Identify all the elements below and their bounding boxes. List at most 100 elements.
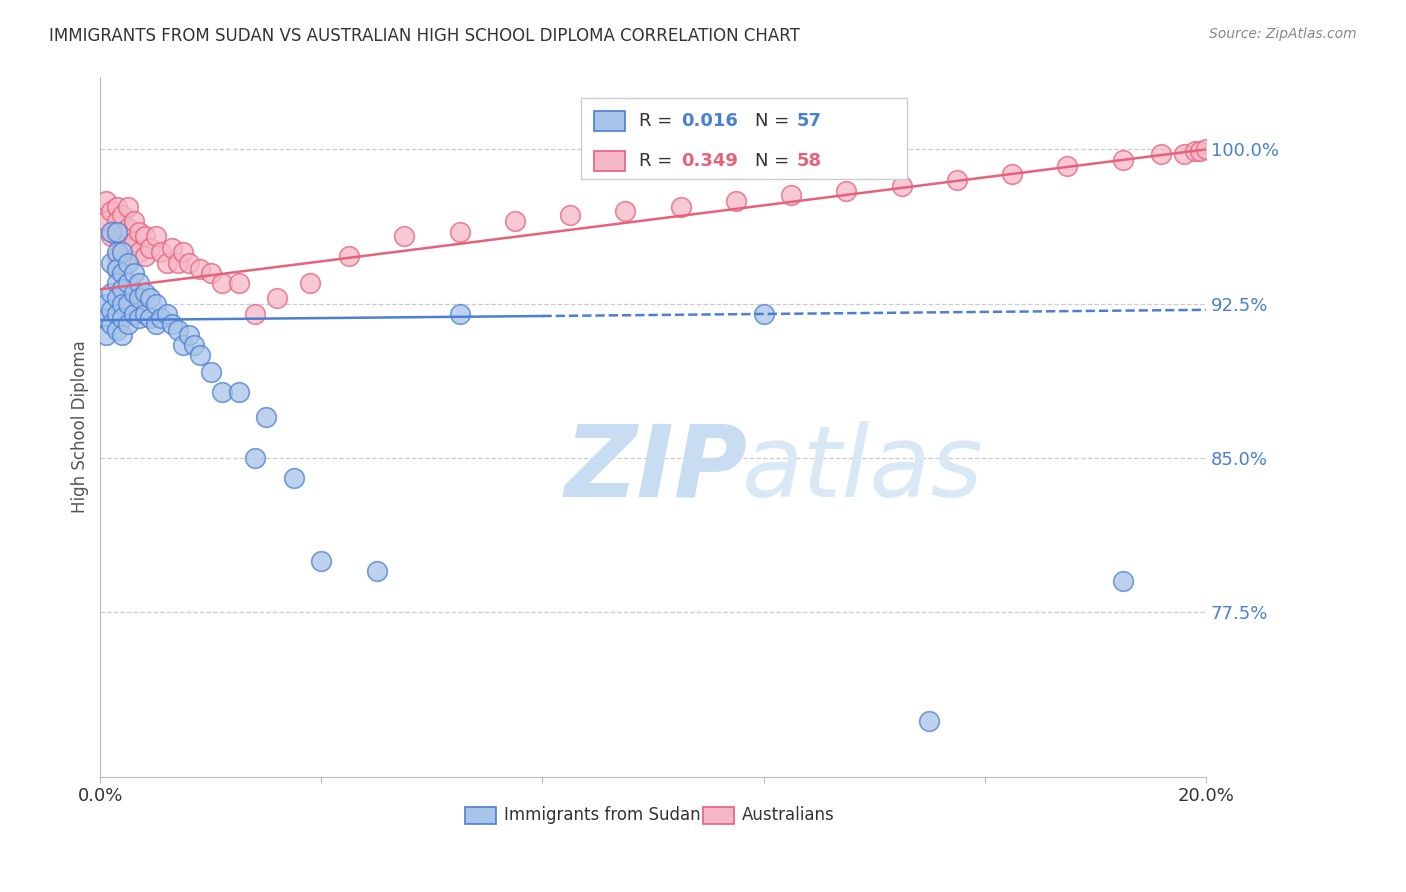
- Point: [1056, 159, 1078, 173]
- Point: [117, 200, 139, 214]
- Point: [100, 286, 122, 301]
- Point: [94, 327, 117, 342]
- Text: ZIP: ZIP: [565, 420, 748, 517]
- Point: [211, 385, 233, 400]
- Point: [394, 228, 416, 243]
- Point: [503, 214, 526, 228]
- Point: [122, 266, 145, 280]
- Point: [145, 296, 167, 310]
- Text: atlas: atlas: [741, 420, 983, 517]
- Point: [117, 220, 139, 235]
- Point: [117, 276, 139, 290]
- Point: [614, 204, 637, 219]
- Point: [752, 307, 775, 321]
- Point: [172, 338, 194, 352]
- Point: [139, 241, 162, 255]
- Point: [134, 286, 156, 301]
- FancyBboxPatch shape: [581, 98, 907, 178]
- Point: [105, 228, 128, 243]
- Point: [117, 241, 139, 255]
- Text: R =: R =: [638, 153, 678, 170]
- Point: [111, 266, 134, 280]
- Point: [299, 276, 322, 290]
- Point: [1112, 574, 1135, 589]
- Point: [100, 225, 122, 239]
- Point: [228, 276, 250, 290]
- Point: [111, 208, 134, 222]
- Point: [94, 214, 117, 228]
- Point: [117, 296, 139, 310]
- Point: [200, 266, 222, 280]
- Point: [105, 245, 128, 260]
- Point: [283, 471, 305, 485]
- Point: [134, 307, 156, 321]
- Point: [1195, 143, 1218, 157]
- Point: [188, 348, 211, 362]
- Point: [105, 323, 128, 337]
- Point: [835, 184, 858, 198]
- Text: R =: R =: [638, 112, 678, 130]
- Text: Source: ZipAtlas.com: Source: ZipAtlas.com: [1209, 27, 1357, 41]
- Point: [105, 214, 128, 228]
- Point: [145, 317, 167, 331]
- Point: [172, 245, 194, 260]
- Point: [183, 338, 205, 352]
- Text: Immigrants from Sudan: Immigrants from Sudan: [503, 806, 700, 824]
- Point: [128, 291, 150, 305]
- Point: [160, 317, 183, 331]
- Point: [150, 245, 173, 260]
- Point: [105, 261, 128, 276]
- Point: [105, 276, 128, 290]
- Point: [105, 261, 128, 276]
- Point: [128, 276, 150, 290]
- Text: 58: 58: [797, 153, 823, 170]
- Point: [366, 564, 388, 578]
- Point: [105, 200, 128, 214]
- Text: IMMIGRANTS FROM SUDAN VS AUSTRALIAN HIGH SCHOOL DIPLOMA CORRELATION CHART: IMMIGRANTS FROM SUDAN VS AUSTRALIAN HIGH…: [49, 27, 800, 45]
- Point: [156, 255, 179, 269]
- Point: [669, 200, 692, 214]
- Point: [449, 225, 471, 239]
- Point: [1173, 146, 1195, 161]
- Text: N =: N =: [755, 153, 794, 170]
- Point: [128, 225, 150, 239]
- Point: [243, 450, 266, 465]
- Point: [100, 317, 122, 331]
- Point: [111, 327, 134, 342]
- Point: [166, 255, 188, 269]
- Point: [111, 311, 134, 326]
- Point: [122, 235, 145, 249]
- Point: [111, 228, 134, 243]
- Point: [94, 194, 117, 208]
- Text: 0.349: 0.349: [681, 153, 738, 170]
- Point: [94, 311, 117, 326]
- Point: [160, 241, 183, 255]
- Point: [724, 194, 747, 208]
- Point: [105, 307, 128, 321]
- Point: [228, 385, 250, 400]
- Text: 57: 57: [797, 112, 821, 130]
- Text: 0.016: 0.016: [681, 112, 738, 130]
- Point: [337, 249, 360, 263]
- Point: [117, 255, 139, 269]
- Point: [111, 245, 134, 260]
- Point: [134, 228, 156, 243]
- Point: [946, 173, 969, 187]
- Point: [1184, 145, 1206, 159]
- FancyBboxPatch shape: [703, 806, 734, 823]
- Point: [177, 327, 200, 342]
- Point: [105, 225, 128, 239]
- Text: Australians: Australians: [741, 806, 834, 824]
- FancyBboxPatch shape: [595, 112, 626, 131]
- Point: [156, 307, 179, 321]
- Point: [128, 245, 150, 260]
- Point: [139, 311, 162, 326]
- Point: [918, 714, 941, 728]
- Point: [134, 249, 156, 263]
- Point: [100, 204, 122, 219]
- Point: [150, 311, 173, 326]
- Point: [243, 307, 266, 321]
- Point: [890, 179, 912, 194]
- Point: [1150, 146, 1173, 161]
- FancyBboxPatch shape: [465, 806, 496, 823]
